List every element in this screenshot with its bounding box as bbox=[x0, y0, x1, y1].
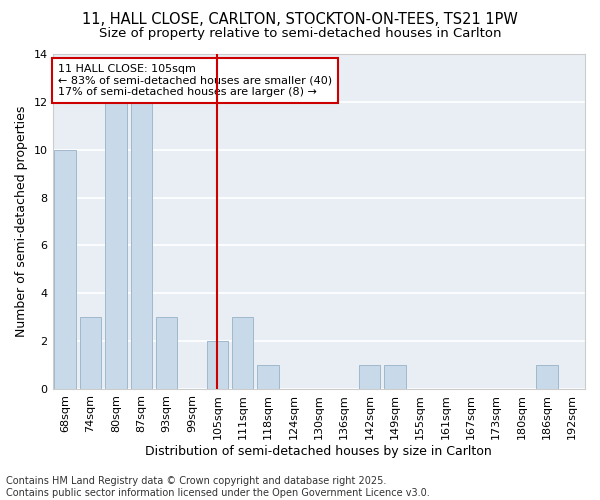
Y-axis label: Number of semi-detached properties: Number of semi-detached properties bbox=[15, 106, 28, 337]
Bar bbox=[359, 365, 380, 389]
Bar bbox=[105, 102, 127, 389]
Bar bbox=[80, 318, 101, 389]
Bar bbox=[206, 341, 228, 389]
Bar bbox=[131, 102, 152, 389]
Bar bbox=[384, 365, 406, 389]
Bar bbox=[55, 150, 76, 389]
Text: Size of property relative to semi-detached houses in Carlton: Size of property relative to semi-detach… bbox=[99, 28, 501, 40]
Text: 11 HALL CLOSE: 105sqm
← 83% of semi-detached houses are smaller (40)
17% of semi: 11 HALL CLOSE: 105sqm ← 83% of semi-deta… bbox=[58, 64, 332, 98]
Bar bbox=[156, 318, 178, 389]
Bar bbox=[257, 365, 279, 389]
Bar bbox=[536, 365, 558, 389]
Text: Contains HM Land Registry data © Crown copyright and database right 2025.
Contai: Contains HM Land Registry data © Crown c… bbox=[6, 476, 430, 498]
Text: 11, HALL CLOSE, CARLTON, STOCKTON-ON-TEES, TS21 1PW: 11, HALL CLOSE, CARLTON, STOCKTON-ON-TEE… bbox=[82, 12, 518, 28]
Bar bbox=[232, 318, 253, 389]
X-axis label: Distribution of semi-detached houses by size in Carlton: Distribution of semi-detached houses by … bbox=[145, 444, 492, 458]
